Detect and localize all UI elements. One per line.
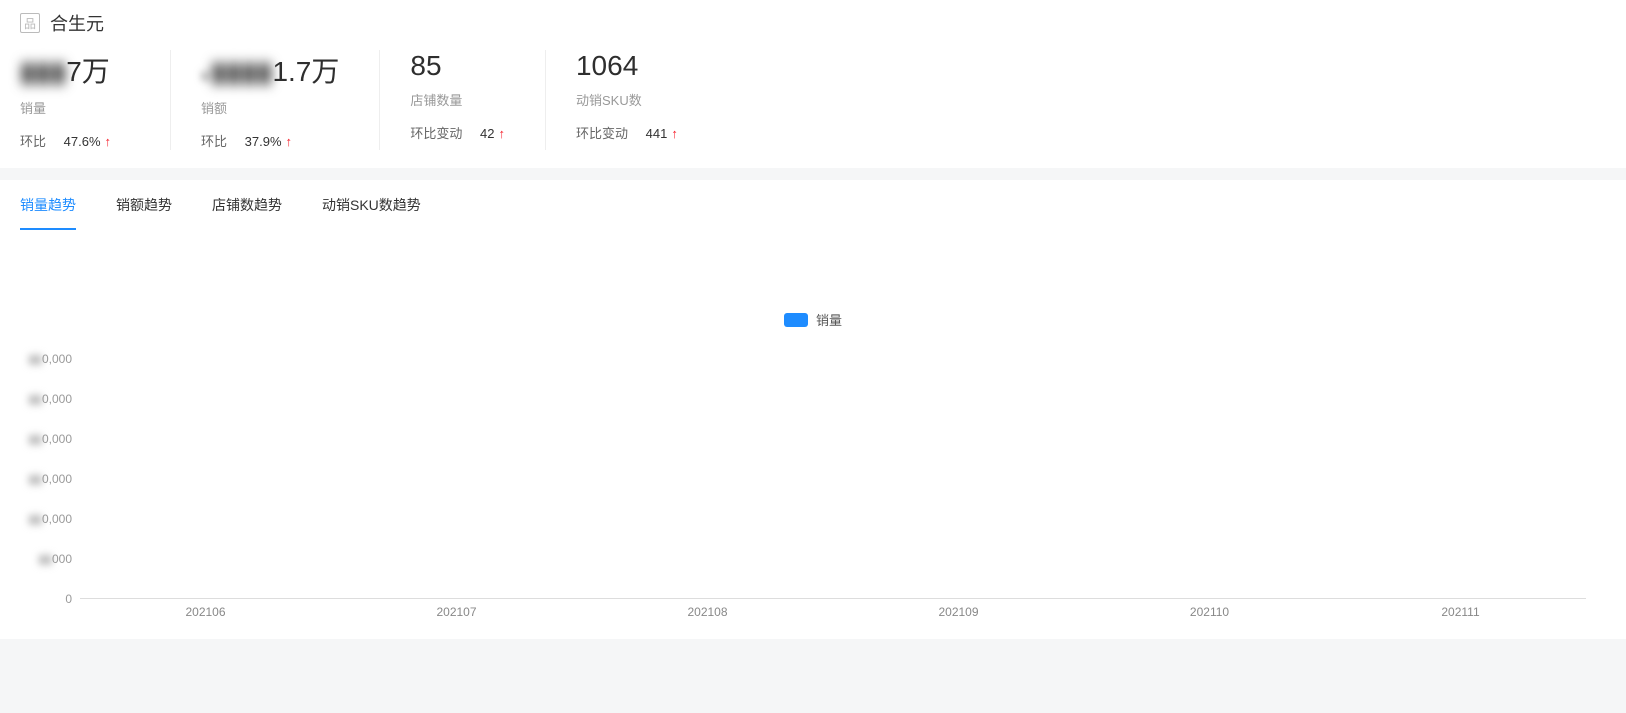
metric-sku-count: 1064 动销SKU数 环比变动 441↑	[545, 50, 718, 150]
metric-label: 店铺数量	[410, 90, 505, 109]
metric-value: 1064	[576, 50, 678, 82]
change-label: 环比	[20, 134, 46, 149]
metrics-row: ▮▮▮7万 销量 环比 47.6% ↑ ¥▮▮▮▮1.7万 销额 环比 37.9%…	[0, 42, 1626, 168]
metric-change: 环比 47.6% ↑	[20, 131, 130, 150]
chart-plot: 0▮▮000▮▮0,000▮▮0,000▮▮0,000▮▮0,000▮▮0,00…	[80, 359, 1586, 629]
tab-sales-amt-trend[interactable]: 销额趋势	[116, 180, 172, 230]
metric-value: 85	[410, 50, 505, 82]
y-tick: 0	[20, 592, 80, 606]
tabs-card: 销量趋势销额趋势店铺数趋势动销SKU数趋势	[0, 180, 1626, 230]
change-value: 441	[646, 126, 668, 141]
y-tick: ▮▮000	[20, 552, 80, 566]
y-tick: ▮▮0,000	[20, 472, 80, 486]
x-label: 202111	[1441, 605, 1479, 619]
brand-name: 合生元	[50, 10, 104, 36]
tab-sku-count-trend[interactable]: 动销SKU数趋势	[322, 180, 421, 230]
chart-legend: 销量	[20, 260, 1606, 359]
metric-change: 环比 37.9% ↑	[201, 131, 339, 150]
card-header: 品 合生元	[0, 0, 1626, 42]
x-label: 202108	[687, 605, 727, 619]
y-tick: ▮▮0,000	[20, 512, 80, 526]
change-value: 37.9%	[245, 134, 282, 149]
masked-digits: ▮▮▮	[20, 55, 66, 88]
x-label: 202107	[436, 605, 476, 619]
x-label: 202106	[185, 605, 225, 619]
legend-swatch	[784, 313, 808, 327]
metric-shop-count: 85 店铺数量 环比变动 42 ↑	[379, 50, 545, 150]
y-tick: ▮▮0,000	[20, 352, 80, 366]
x-label: 202110	[1190, 605, 1229, 619]
x-axis: 202106 202107 202108 202109 202110 202111	[80, 599, 1586, 629]
change-label: 环比变动	[576, 126, 628, 141]
tabs: 销量趋势销额趋势店铺数趋势动销SKU数趋势	[20, 180, 1606, 230]
metric-sales-qty: ▮▮▮7万 销量 环比 47.6% ↑	[20, 50, 170, 150]
currency-prefix: ¥	[201, 68, 209, 84]
metric-value: ¥▮▮▮▮1.7万	[201, 50, 339, 90]
tab-sales-qty-trend[interactable]: 销量趋势	[20, 180, 76, 230]
chart-card: 销量 0▮▮000▮▮0,000▮▮0,000▮▮0,000▮▮0,000▮▮0…	[0, 230, 1626, 639]
metric-change: 环比变动 441↑	[576, 123, 678, 142]
arrow-up-icon: ↑	[286, 134, 293, 149]
change-label: 环比变动	[410, 126, 462, 141]
legend-label: 销量	[816, 310, 842, 329]
arrow-up-icon: ↑	[105, 134, 112, 149]
change-value: 42	[480, 126, 494, 141]
plot-area	[80, 359, 1586, 599]
metric-label: 销量	[20, 98, 130, 117]
y-tick: ▮▮0,000	[20, 432, 80, 446]
arrow-up-icon: ↑	[671, 126, 678, 141]
metric-value: ▮▮▮7万	[20, 50, 130, 90]
y-axis: 0▮▮000▮▮0,000▮▮0,000▮▮0,000▮▮0,000▮▮0,00…	[20, 359, 80, 599]
value-suffix: 1.7万	[272, 56, 339, 87]
brand-icon: 品	[20, 13, 40, 33]
metric-change: 环比变动 42 ↑	[410, 123, 505, 142]
arrow-up-icon: ↑	[498, 126, 505, 141]
metric-label: 动销SKU数	[576, 90, 678, 109]
metric-label: 销额	[201, 98, 339, 117]
y-tick: ▮▮0,000	[20, 392, 80, 406]
metric-sales-amt: ¥▮▮▮▮1.7万 销额 环比 37.9% ↑	[170, 50, 379, 150]
change-label: 环比	[201, 134, 227, 149]
change-value: 47.6%	[64, 134, 101, 149]
masked-digits: ▮▮▮▮	[211, 55, 273, 88]
summary-card: 品 合生元 ▮▮▮7万 销量 环比 47.6% ↑ ¥▮▮▮▮1.7万 销额	[0, 0, 1626, 168]
x-label: 202109	[938, 605, 978, 619]
value-suffix: 7万	[66, 56, 110, 87]
tab-shop-count-trend[interactable]: 店铺数趋势	[212, 180, 282, 230]
